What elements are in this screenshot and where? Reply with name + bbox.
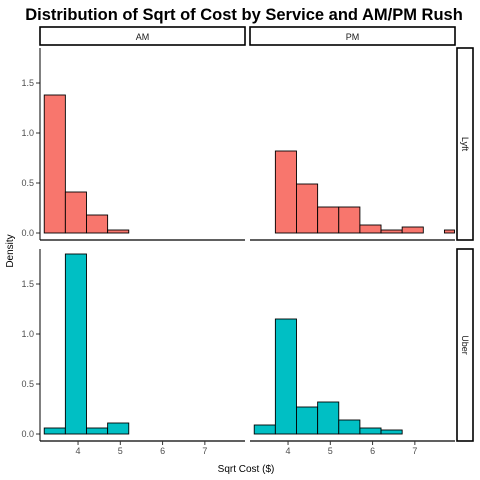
histogram-bar-uber-pm-4 xyxy=(338,419,361,435)
facet-strip-label-uber: Uber xyxy=(460,335,470,355)
y-tick-label-uber-3: 1.5 xyxy=(21,279,34,289)
y-tick-label-uber-1: 0.5 xyxy=(21,379,34,389)
y-tick-label-lyft-0: 0.0 xyxy=(21,228,34,238)
y-tick-label-uber-2: 1.0 xyxy=(21,329,34,339)
x-tick-label-pm-1: 5 xyxy=(328,446,333,456)
histogram-bar-lyft-pm-3 xyxy=(338,206,361,234)
x-tick-label-am-1: 5 xyxy=(118,446,123,456)
chart-title: Distribution of Sqrt of Cost by Service … xyxy=(25,6,463,24)
facet-strip-uber xyxy=(456,248,474,442)
facet-strip-label-lyft: Lyft xyxy=(460,137,470,152)
histogram-bar-uber-pm-2 xyxy=(296,406,319,435)
histogram-bar-uber-am-1 xyxy=(64,253,87,435)
histogram-bar-uber-pm-0 xyxy=(253,424,276,435)
histogram-bar-lyft-pm-7 xyxy=(443,229,455,234)
histogram-bar-lyft-pm-6 xyxy=(401,226,424,234)
x-tick-label-am-2: 6 xyxy=(160,446,165,456)
histogram-bar-uber-am-2 xyxy=(86,427,109,435)
y-tick-label-uber-0: 0.0 xyxy=(21,429,34,439)
x-tick-label-am-3: 7 xyxy=(202,446,207,456)
y-axis-title: Density xyxy=(5,234,16,267)
facet-panels: AM PM Lyft Uber 0.0 0.5 1.0 1.5 0.0 0.5 1.0 1.5 4 5 6 7… xyxy=(21,26,474,456)
histogram-bar-uber-am-0 xyxy=(43,427,66,435)
histogram-bar-lyft-pm-5 xyxy=(380,229,403,234)
histogram-bar-lyft-am-1 xyxy=(64,191,87,234)
histogram-bar-lyft-am-0 xyxy=(43,94,66,234)
histogram-bar-lyft-pm-2 xyxy=(317,206,340,234)
histogram-bar-lyft-am-3 xyxy=(107,229,130,234)
histogram-bar-uber-pm-5 xyxy=(359,427,382,435)
histogram-bar-lyft-pm-4 xyxy=(359,224,382,234)
x-tick-label-pm-3: 7 xyxy=(412,446,417,456)
histogram-bar-lyft-am-2 xyxy=(86,214,109,234)
facet-strip-pm xyxy=(249,26,456,46)
histogram-bar-uber-pm-3 xyxy=(317,401,340,435)
x-axis-title: Sqrt Cost ($) xyxy=(218,464,275,475)
histogram-bar-uber-pm-1 xyxy=(274,318,297,435)
facet-strip-lyft xyxy=(456,47,474,241)
y-tick-label-lyft-1: 0.5 xyxy=(21,178,34,188)
y-tick-label-lyft-3: 1.5 xyxy=(21,78,34,88)
x-tick-label-pm-0: 4 xyxy=(286,446,291,456)
y-tick-label-lyft-2: 1.0 xyxy=(21,128,34,138)
x-tick-label-pm-2: 6 xyxy=(370,446,375,456)
histogram-bar-lyft-pm-0 xyxy=(274,150,297,234)
facet-strip-label-pm: PM xyxy=(346,32,360,42)
facet-strip-am xyxy=(39,26,246,46)
histogram-bar-lyft-pm-1 xyxy=(296,183,319,234)
histogram-bar-uber-am-3 xyxy=(107,422,130,435)
x-tick-label-am-0: 4 xyxy=(76,446,81,456)
histogram-bar-uber-pm-6 xyxy=(380,429,403,435)
facet-strip-label-am: AM xyxy=(136,32,150,42)
